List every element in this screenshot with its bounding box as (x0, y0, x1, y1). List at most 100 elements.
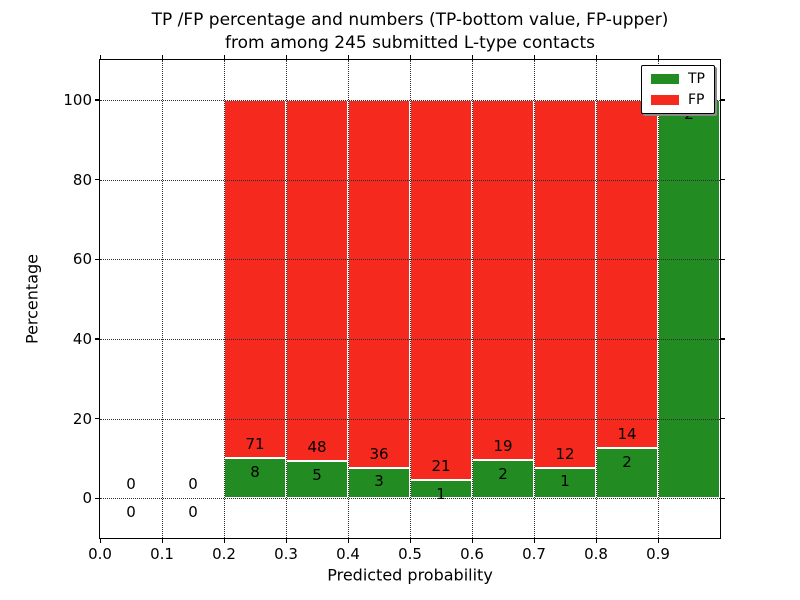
bar-tp-count-label: 3 (374, 472, 384, 491)
x-tick (409, 538, 411, 543)
bar-tp-count-label: 8 (250, 462, 260, 481)
y-tick (95, 418, 100, 420)
y-tick-label: 80 (72, 170, 92, 189)
bar-fp-segment (286, 99, 348, 461)
x-tick-top (161, 55, 163, 60)
x-tick (533, 538, 535, 543)
legend-item-fp: FP (651, 93, 705, 107)
bar-fp-segment (224, 99, 286, 458)
x-tick (161, 538, 163, 543)
bar-fp-segment (534, 99, 596, 468)
x-tick-top (595, 55, 597, 60)
x-tick (595, 538, 597, 543)
bar-fp-count-label: 21 (431, 457, 451, 476)
bar-fp-count-label: 0 (126, 475, 136, 494)
bar-fp-segment (596, 99, 658, 449)
bar-tp-count-label: 2 (622, 453, 632, 472)
gridline-vertical (348, 60, 349, 538)
bar-fp-count-label: 48 (307, 437, 327, 456)
x-tick (347, 538, 349, 543)
x-tick-label: 0.8 (584, 545, 608, 563)
y-tick (95, 338, 100, 340)
y-tick-right (720, 418, 725, 420)
fp-legend-swatch (651, 95, 679, 105)
gridline-vertical (658, 60, 659, 538)
x-tick-top (285, 55, 287, 60)
y-tick-label: 100 (63, 90, 92, 109)
bar-tp-count-label: 0 (188, 503, 198, 522)
gridline-vertical (286, 60, 287, 538)
bar-fp-count-label: 19 (493, 437, 513, 456)
y-tick-label: 60 (72, 250, 92, 269)
x-tick-label: 0.4 (336, 545, 360, 563)
bar-fp-count-label: 12 (555, 444, 575, 463)
y-tick-right (720, 338, 725, 340)
gridline-vertical (472, 60, 473, 538)
bar-fp-count-label: 0 (188, 475, 198, 494)
y-tick (95, 497, 100, 500)
y-tick-right (720, 258, 725, 261)
x-tick-top (99, 55, 101, 60)
x-tick (471, 538, 473, 543)
x-tick-top (223, 55, 225, 60)
x-tick (285, 538, 287, 543)
gridline-vertical (534, 60, 535, 538)
gridline-horizontal (100, 259, 720, 261)
x-tick-label: 0.9 (646, 545, 670, 563)
y-tick-right (720, 179, 725, 181)
bar-tp-count-label: 1 (436, 485, 446, 503)
legend-item-tp: TP (651, 72, 705, 86)
y-tick (95, 179, 100, 181)
bar-fp-segment (410, 99, 472, 481)
legend-label-tp: TP (688, 71, 705, 87)
x-tick-label: 0.7 (522, 545, 546, 563)
bar-fp-segment (472, 99, 534, 461)
gridline-horizontal (100, 498, 720, 500)
x-tick-label: 0.3 (274, 545, 298, 563)
y-tick-right (720, 497, 725, 500)
gridline-vertical (596, 60, 597, 538)
bar-fp-segment (348, 99, 410, 468)
y-tick (95, 258, 100, 261)
y-tick (95, 99, 100, 101)
y-tick-label: 0 (82, 489, 92, 508)
bar-fp-count-label: 71 (245, 434, 265, 453)
x-tick (223, 538, 225, 543)
x-tick-top (471, 55, 473, 60)
x-tick (657, 538, 659, 543)
bar-tp-segment (534, 467, 596, 499)
x-tick-top (409, 55, 411, 60)
gridline-horizontal (100, 418, 720, 420)
bar-fp-count-label: 14 (617, 425, 637, 444)
gridline-horizontal (100, 179, 720, 181)
x-tick (99, 538, 101, 543)
bar-tp-segment (348, 467, 410, 499)
gridline-horizontal (100, 99, 720, 101)
bar-tp-count-label: 0 (126, 503, 136, 522)
x-tick-label: 0.1 (150, 545, 174, 563)
chart-title-line2: from among 245 submitted L-type contacts (224, 33, 595, 53)
bar-tp-count-label: 2 (498, 465, 508, 484)
gridline-vertical (410, 60, 411, 538)
chart-title-line1: TP /FP percentage and numbers (TP-bottom… (151, 10, 669, 30)
chart-title: TP /FP percentage and numbers (TP-bottom… (100, 9, 720, 55)
tp-legend-swatch (651, 74, 679, 84)
x-tick-top (657, 55, 659, 60)
x-tick-label: 0.2 (212, 545, 236, 563)
gridline-vertical (162, 60, 163, 538)
x-tick-label: 0.0 (88, 545, 112, 563)
gridline-vertical (224, 60, 225, 538)
bar-fp-count-label: 36 (369, 444, 389, 463)
bar-tp-count-label: 1 (560, 472, 570, 491)
bar-tp-count-label: 5 (312, 465, 322, 484)
x-tick-label: 0.5 (398, 545, 422, 563)
x-tick-top (347, 55, 349, 60)
gridline-horizontal (100, 338, 720, 340)
x-tick-label: 0.6 (460, 545, 484, 563)
x-tick-top (533, 55, 535, 60)
x-axis-label: Predicted probability (327, 565, 493, 585)
y-tick-label: 40 (72, 329, 92, 348)
legend: TP FP (641, 65, 715, 114)
